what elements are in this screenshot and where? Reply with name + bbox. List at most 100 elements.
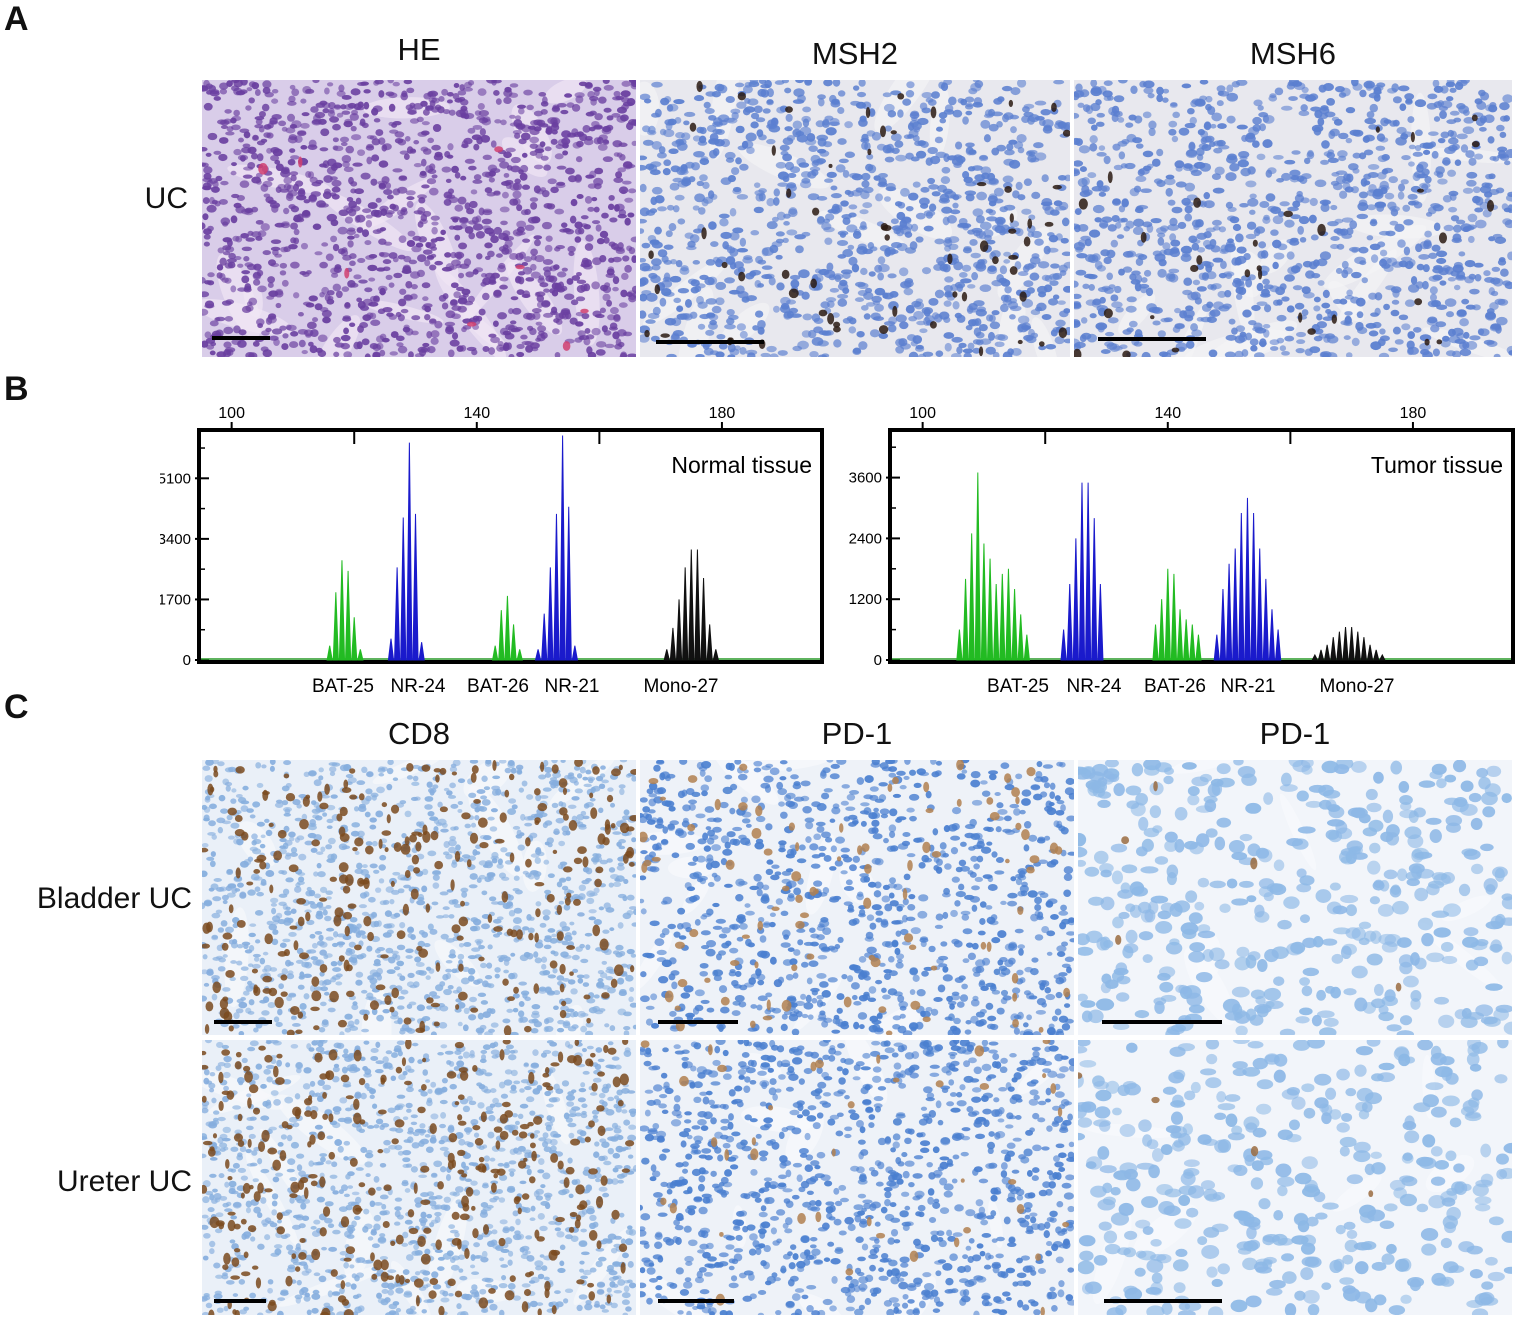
nucleus <box>1398 85 1410 92</box>
nucleus <box>631 775 636 782</box>
nucleus <box>442 974 449 981</box>
nucleus <box>1156 94 1163 103</box>
positive-cell <box>771 145 776 156</box>
peak-bat-26 <box>516 649 523 661</box>
nucleus <box>944 290 952 296</box>
nucleus <box>792 120 803 130</box>
nucleus <box>480 135 491 143</box>
nucleus <box>621 80 631 87</box>
nucleus <box>322 108 330 114</box>
nucleus <box>627 290 636 295</box>
nucleus <box>459 344 467 352</box>
nucleus <box>609 217 618 223</box>
nucleus <box>704 108 715 115</box>
nucleus <box>1374 292 1383 301</box>
nucleus <box>1339 190 1348 199</box>
nucleus <box>1133 341 1143 347</box>
nucleus <box>790 279 800 289</box>
nucleus <box>340 141 348 147</box>
nucleus <box>530 263 537 271</box>
nucleus <box>887 324 897 333</box>
nucleus <box>687 278 697 285</box>
nucleus <box>897 109 904 118</box>
nucleus <box>493 289 502 297</box>
peak-nr-24 <box>406 442 413 661</box>
nucleus <box>1383 303 1391 311</box>
nucleus <box>624 217 631 226</box>
nucleus <box>1107 224 1117 232</box>
nucleus <box>906 81 915 89</box>
nucleus <box>406 775 413 780</box>
nucleus <box>421 282 431 289</box>
nucleus <box>516 204 523 212</box>
nucleus <box>369 983 377 990</box>
nucleus <box>354 188 365 195</box>
nucleus <box>274 222 285 228</box>
nucleus <box>724 151 736 160</box>
nucleus <box>801 291 810 300</box>
nucleus <box>540 109 548 115</box>
nucleus <box>858 341 868 350</box>
nucleus <box>739 237 747 247</box>
nucleus <box>326 858 336 863</box>
nucleus <box>726 255 736 264</box>
nucleus <box>512 229 523 237</box>
nucleus <box>445 263 455 272</box>
nucleus <box>430 337 439 345</box>
nucleus <box>1074 208 1082 215</box>
nucleus <box>896 211 906 221</box>
nucleus <box>1133 218 1145 227</box>
nucleus <box>1283 274 1295 282</box>
nucleus <box>817 98 825 107</box>
nucleus <box>217 826 224 834</box>
nucleus <box>857 91 867 98</box>
nucleus <box>297 328 309 335</box>
nucleus <box>1478 89 1486 97</box>
nucleus <box>1421 183 1429 191</box>
nucleus <box>1432 80 1440 88</box>
nucleus <box>1191 329 1203 337</box>
nucleus <box>1359 89 1367 98</box>
nucleus <box>1287 81 1295 87</box>
nucleus <box>437 801 443 808</box>
nucleus <box>605 273 616 278</box>
nucleus <box>1447 276 1456 282</box>
nucleus <box>711 305 722 314</box>
nucleus <box>888 316 898 325</box>
nucleus <box>872 300 881 306</box>
nucleus <box>1122 266 1133 273</box>
nucleus <box>463 300 474 306</box>
positive-cell <box>1107 171 1113 184</box>
nucleus <box>1316 258 1328 267</box>
nucleus <box>662 168 671 176</box>
nucleus <box>510 767 517 774</box>
nucleus <box>1142 80 1155 89</box>
nucleus <box>245 351 255 357</box>
nucleus <box>1103 80 1113 86</box>
nucleus <box>463 1007 470 1015</box>
nucleus <box>576 821 584 828</box>
nucleus <box>202 291 210 298</box>
nucleus <box>699 158 710 166</box>
positive-cell <box>1027 218 1033 229</box>
positive-cell <box>1416 188 1425 193</box>
nucleus <box>1494 236 1507 244</box>
nucleus <box>483 786 491 791</box>
nucleus <box>920 186 930 193</box>
nucleus <box>1004 286 1012 294</box>
nucleus <box>379 205 389 212</box>
nucleus <box>836 239 849 246</box>
nucleus <box>332 162 343 169</box>
nucleus <box>400 989 409 995</box>
nucleus <box>659 297 667 307</box>
nucleus <box>1378 352 1390 357</box>
nucleus <box>310 329 319 337</box>
nucleus <box>468 165 477 171</box>
nucleus <box>874 264 883 273</box>
nucleus <box>861 141 869 150</box>
nucleus <box>979 284 992 292</box>
nucleus <box>755 117 766 123</box>
nucleus <box>465 271 474 278</box>
nucleus <box>442 109 451 115</box>
nucleus <box>239 128 250 133</box>
